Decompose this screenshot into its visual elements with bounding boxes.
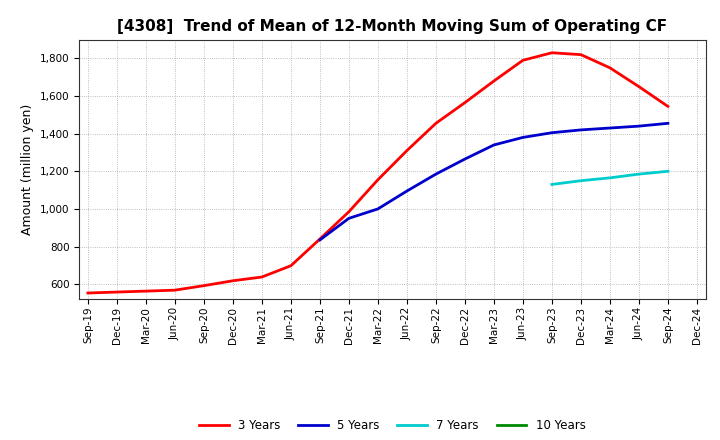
5 Years [374, 206, 382, 212]
5 Years [490, 142, 498, 147]
Line: 5 Years: 5 Years [320, 123, 668, 240]
7 Years [548, 182, 557, 187]
5 Years [606, 125, 614, 131]
3 Years [228, 278, 237, 283]
7 Years [606, 175, 614, 180]
5 Years [634, 124, 643, 129]
3 Years [374, 177, 382, 183]
Y-axis label: Amount (million yen): Amount (million yen) [22, 104, 35, 235]
3 Years [112, 290, 121, 295]
5 Years [664, 121, 672, 126]
5 Years [315, 237, 324, 242]
5 Years [431, 172, 440, 177]
5 Years [345, 216, 354, 221]
7 Years [577, 178, 585, 183]
5 Years [518, 135, 527, 140]
5 Years [577, 127, 585, 132]
3 Years [490, 78, 498, 84]
5 Years [548, 130, 557, 136]
3 Years [287, 263, 295, 268]
3 Years [664, 104, 672, 109]
3 Years [461, 100, 469, 105]
3 Years [577, 52, 585, 57]
3 Years [431, 121, 440, 126]
Line: 7 Years: 7 Years [552, 171, 668, 184]
3 Years [606, 65, 614, 70]
Legend: 3 Years, 5 Years, 7 Years, 10 Years: 3 Years, 5 Years, 7 Years, 10 Years [194, 414, 590, 436]
3 Years [171, 287, 179, 293]
5 Years [402, 188, 411, 194]
3 Years [518, 58, 527, 63]
3 Years [258, 275, 266, 280]
3 Years [634, 84, 643, 89]
3 Years [548, 50, 557, 55]
3 Years [142, 289, 150, 294]
7 Years [664, 169, 672, 174]
Line: 3 Years: 3 Years [88, 53, 668, 293]
3 Years [84, 290, 92, 296]
3 Years [345, 209, 354, 214]
5 Years [461, 156, 469, 161]
3 Years [402, 148, 411, 153]
7 Years [634, 172, 643, 177]
3 Years [199, 283, 208, 288]
Title: [4308]  Trend of Mean of 12-Month Moving Sum of Operating CF: [4308] Trend of Mean of 12-Month Moving … [117, 19, 667, 34]
3 Years [315, 236, 324, 242]
